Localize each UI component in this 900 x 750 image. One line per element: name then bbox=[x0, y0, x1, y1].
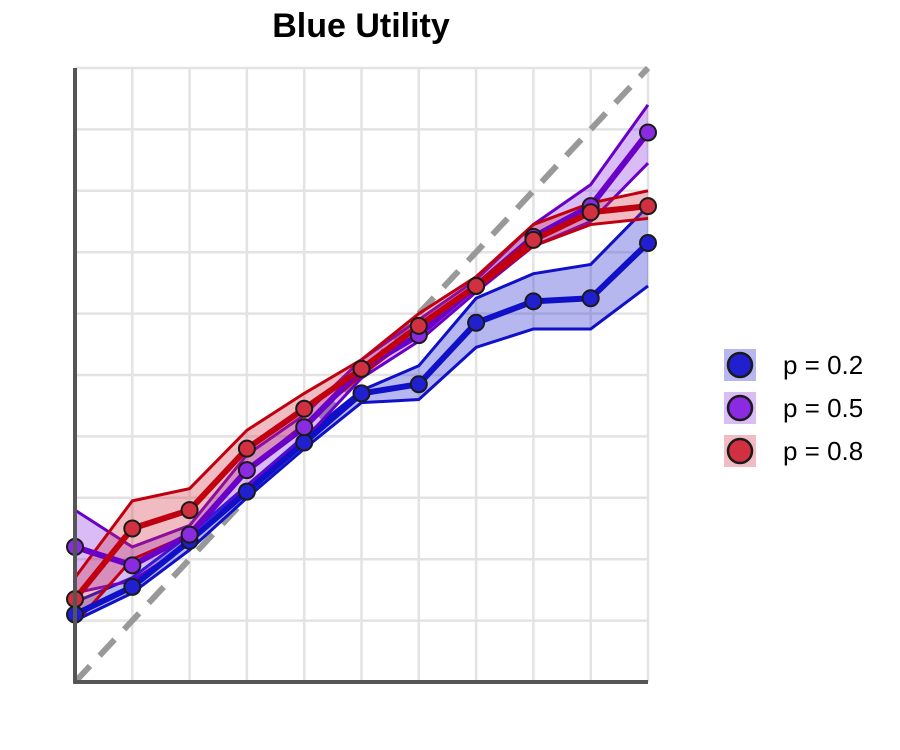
data-point-p-0-8 bbox=[180, 501, 199, 520]
data-point-p-0-2 bbox=[237, 482, 256, 501]
data-point-p-0-5 bbox=[123, 556, 142, 575]
data-point-p-0-2 bbox=[409, 375, 428, 394]
legend: p = 0.2 p = 0.5 p = 0.8 bbox=[724, 349, 863, 467]
data-point-p-0-8 bbox=[295, 399, 314, 418]
legend-marker-p-0-2 bbox=[726, 351, 754, 379]
data-point-p-0-8 bbox=[524, 230, 543, 249]
legend-marker-p-0-5 bbox=[726, 394, 754, 422]
legend-label-p-0-2: p = 0.2 bbox=[783, 350, 863, 380]
data-point-p-0-2 bbox=[524, 292, 543, 311]
legend-label-p-0-5: p = 0.5 bbox=[783, 393, 863, 423]
data-point-p-0-8 bbox=[639, 197, 657, 216]
data-point-p-0-5 bbox=[237, 461, 256, 480]
data-point-p-0-5 bbox=[639, 123, 657, 142]
data-point-p-0-2 bbox=[352, 384, 371, 403]
data-point-p-0-8 bbox=[581, 203, 600, 222]
reference-diagonal-line bbox=[72, 65, 651, 685]
data-point-p-0-8 bbox=[237, 439, 256, 458]
data-point-p-0-5 bbox=[295, 418, 314, 437]
legend-label-p-0-8: p = 0.8 bbox=[783, 436, 863, 466]
data-point-p-0-8 bbox=[467, 276, 486, 295]
axes bbox=[73, 68, 648, 684]
data-point-p-0-2 bbox=[295, 433, 314, 452]
data-point-p-0-2 bbox=[123, 577, 142, 596]
data-point-p-0-8 bbox=[123, 519, 142, 538]
data-point-p-0-8 bbox=[409, 316, 428, 335]
chart-title: Blue Utility bbox=[272, 7, 450, 45]
band-upper-edge-p-0-8 bbox=[73, 189, 649, 579]
data-point-p-0-5 bbox=[180, 525, 199, 544]
data-point-p-0-2 bbox=[581, 289, 600, 308]
series-points bbox=[66, 123, 657, 624]
data-point-p-0-8 bbox=[352, 359, 371, 378]
band-lower-edge-p-0-2 bbox=[74, 284, 649, 622]
data-point-p-0-2 bbox=[467, 313, 486, 332]
reference-line-layer bbox=[72, 65, 651, 685]
data-point-p-0-2 bbox=[639, 233, 657, 252]
legend-marker-p-0-8 bbox=[726, 437, 754, 465]
